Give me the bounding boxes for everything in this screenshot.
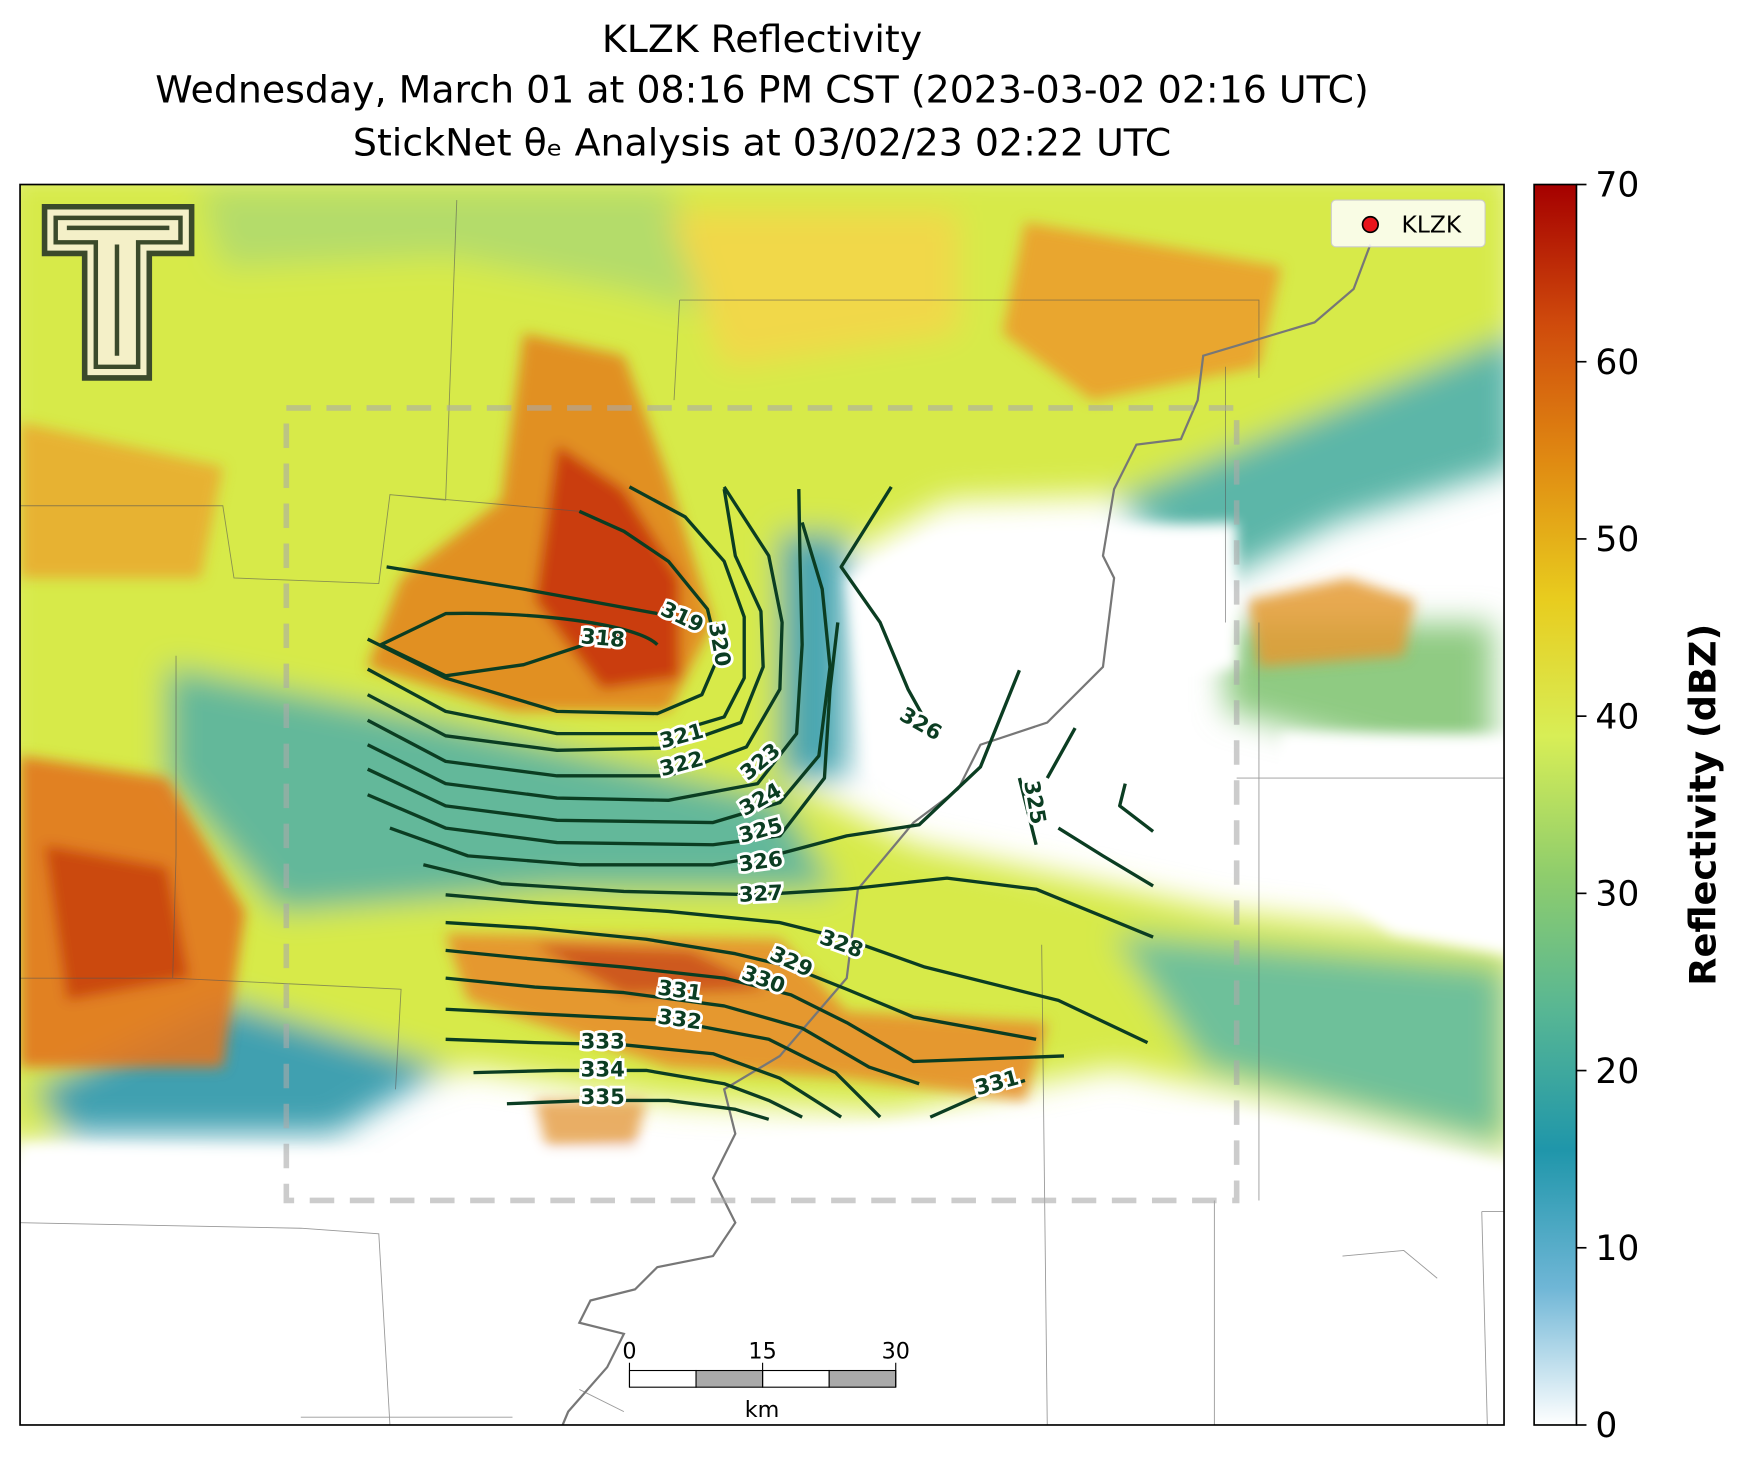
legend: KLZK bbox=[1330, 199, 1486, 248]
contour-line bbox=[929, 1078, 1026, 1119]
colorbar-tick-label: 60 bbox=[1595, 343, 1639, 383]
contour-label: 325 bbox=[1019, 778, 1051, 826]
colorbar-tick-label: 50 bbox=[1595, 520, 1639, 560]
contour-label: 335 bbox=[581, 1084, 625, 1109]
colorbar-tick-label: 10 bbox=[1595, 1229, 1639, 1269]
scale-segment bbox=[695, 1369, 764, 1388]
contour-label: 327 bbox=[738, 880, 783, 907]
title-line: KLZK Reflectivity bbox=[602, 17, 922, 61]
contour-line bbox=[366, 521, 832, 825]
contour-line bbox=[445, 976, 920, 1086]
scale-tick-label: 30 bbox=[882, 1338, 910, 1364]
contour-line bbox=[366, 509, 721, 716]
contour-label: 333 bbox=[581, 1029, 625, 1054]
contour-line bbox=[386, 565, 658, 616]
scale-bar: km 0 15 30 bbox=[622, 1338, 910, 1423]
contour-line bbox=[366, 485, 784, 778]
contour-line bbox=[366, 485, 746, 736]
scale-unit: km bbox=[745, 1397, 780, 1423]
map-frame bbox=[19, 183, 1505, 1426]
colorbar-label: Reflectivity (dBZ) bbox=[1682, 624, 1725, 986]
scale-tick-label: 0 bbox=[622, 1338, 636, 1364]
contour-line bbox=[445, 948, 1065, 1064]
scale-segment bbox=[762, 1369, 830, 1388]
legend-label: KLZK bbox=[1402, 210, 1462, 238]
contour-line bbox=[389, 669, 1021, 867]
contour-line bbox=[473, 1068, 803, 1119]
scale-segment bbox=[828, 1369, 897, 1388]
logo bbox=[41, 203, 195, 381]
scale-tick-label: 15 bbox=[748, 1338, 776, 1364]
contour-line bbox=[366, 488, 765, 752]
contour-line bbox=[366, 489, 804, 802]
colorbar: Reflectivity (dBZ) 0 10 20 30 40 50 60 70 bbox=[1533, 166, 1725, 1446]
colorbar-tick-label: 30 bbox=[1595, 875, 1639, 915]
scale-segment bbox=[628, 1369, 697, 1388]
title-line: StickNet θₑ Analysis at 03/02/23 02:22 U… bbox=[353, 121, 1171, 165]
contour-line bbox=[506, 1098, 770, 1121]
contour-label: 318 bbox=[580, 623, 626, 652]
title-line: Wednesday, March 01 at 08:16 PM CST (202… bbox=[155, 67, 1368, 111]
contour-line bbox=[445, 920, 1037, 1041]
colorbar-tick-label: 70 bbox=[1595, 166, 1639, 206]
colorbar-tick-label: 40 bbox=[1595, 697, 1639, 737]
contour-line bbox=[445, 1007, 882, 1119]
contour-line bbox=[1118, 783, 1155, 833]
contour-line bbox=[1017, 727, 1154, 888]
contour-line bbox=[445, 893, 1149, 1045]
colorbar-tick-label: 20 bbox=[1595, 1052, 1639, 1092]
contour-line bbox=[445, 1037, 843, 1119]
colorbar-tick-label: 0 bbox=[1595, 1406, 1617, 1446]
contour-label: 334 bbox=[581, 1056, 625, 1081]
contour-line bbox=[366, 622, 840, 847]
contour-line bbox=[422, 863, 1154, 939]
contour-line bbox=[839, 485, 938, 740]
contour-line bbox=[379, 611, 659, 678]
